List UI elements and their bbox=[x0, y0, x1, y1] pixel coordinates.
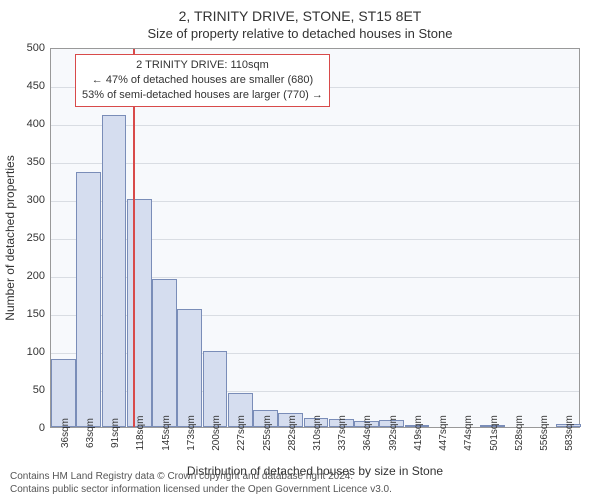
y-tick: 100 bbox=[27, 346, 45, 358]
x-tick: 118sqm bbox=[135, 416, 146, 451]
bar bbox=[76, 172, 101, 427]
y-tick: 50 bbox=[33, 384, 45, 396]
bar bbox=[51, 359, 76, 427]
annotation-box: 2 TRINITY DRIVE: 110sqm ← 47% of detache… bbox=[75, 54, 330, 107]
y-tick: 350 bbox=[27, 156, 45, 168]
x-tick: 36sqm bbox=[60, 418, 71, 448]
x-tick: 310sqm bbox=[312, 415, 323, 451]
x-tick: 173sqm bbox=[186, 415, 197, 451]
x-tick: 282sqm bbox=[287, 415, 298, 451]
x-tick: 63sqm bbox=[85, 418, 96, 448]
y-tick: 300 bbox=[27, 194, 45, 206]
y-axis-label: Number of detached properties bbox=[3, 155, 17, 320]
y-tick: 0 bbox=[39, 422, 45, 434]
footer-line1: Contains HM Land Registry data © Crown c… bbox=[10, 471, 392, 484]
title-sub: Size of property relative to detached ho… bbox=[0, 24, 600, 41]
footer-attribution: Contains HM Land Registry data © Crown c… bbox=[10, 471, 392, 496]
x-tick: 474sqm bbox=[463, 415, 474, 451]
y-tick: 250 bbox=[27, 232, 45, 244]
x-tick: 556sqm bbox=[539, 415, 550, 451]
footer-line2: Contains public sector information licen… bbox=[10, 484, 392, 497]
chart-container: Number of detached properties Distributi… bbox=[50, 48, 580, 428]
bar bbox=[127, 199, 152, 427]
x-tick: 337sqm bbox=[337, 415, 348, 451]
x-tick: 200sqm bbox=[211, 415, 222, 451]
gridline bbox=[51, 125, 579, 126]
y-tick: 200 bbox=[27, 270, 45, 282]
title-main: 2, TRINITY DRIVE, STONE, ST15 8ET bbox=[0, 0, 600, 24]
x-tick: 447sqm bbox=[438, 415, 449, 451]
bar bbox=[177, 309, 202, 427]
bar bbox=[102, 115, 127, 427]
anno-line3: 53% of semi-detached houses are larger (… bbox=[82, 88, 323, 103]
bar bbox=[152, 279, 177, 427]
anno-line2: ← 47% of detached houses are smaller (68… bbox=[82, 73, 323, 88]
gridline bbox=[51, 163, 579, 164]
y-tick: 500 bbox=[27, 42, 45, 54]
y-tick: 450 bbox=[27, 80, 45, 92]
x-tick: 419sqm bbox=[413, 415, 424, 451]
anno-line1: 2 TRINITY DRIVE: 110sqm bbox=[82, 58, 323, 73]
x-tick: 227sqm bbox=[236, 415, 247, 451]
x-tick: 528sqm bbox=[514, 415, 525, 451]
x-tick: 392sqm bbox=[388, 415, 399, 451]
x-tick: 145sqm bbox=[161, 415, 172, 451]
x-tick: 255sqm bbox=[262, 415, 273, 451]
y-tick: 150 bbox=[27, 308, 45, 320]
y-tick: 400 bbox=[27, 118, 45, 130]
x-tick: 583sqm bbox=[564, 415, 575, 451]
x-tick: 501sqm bbox=[489, 415, 500, 451]
x-tick: 364sqm bbox=[362, 415, 373, 451]
x-tick: 91sqm bbox=[110, 418, 121, 448]
